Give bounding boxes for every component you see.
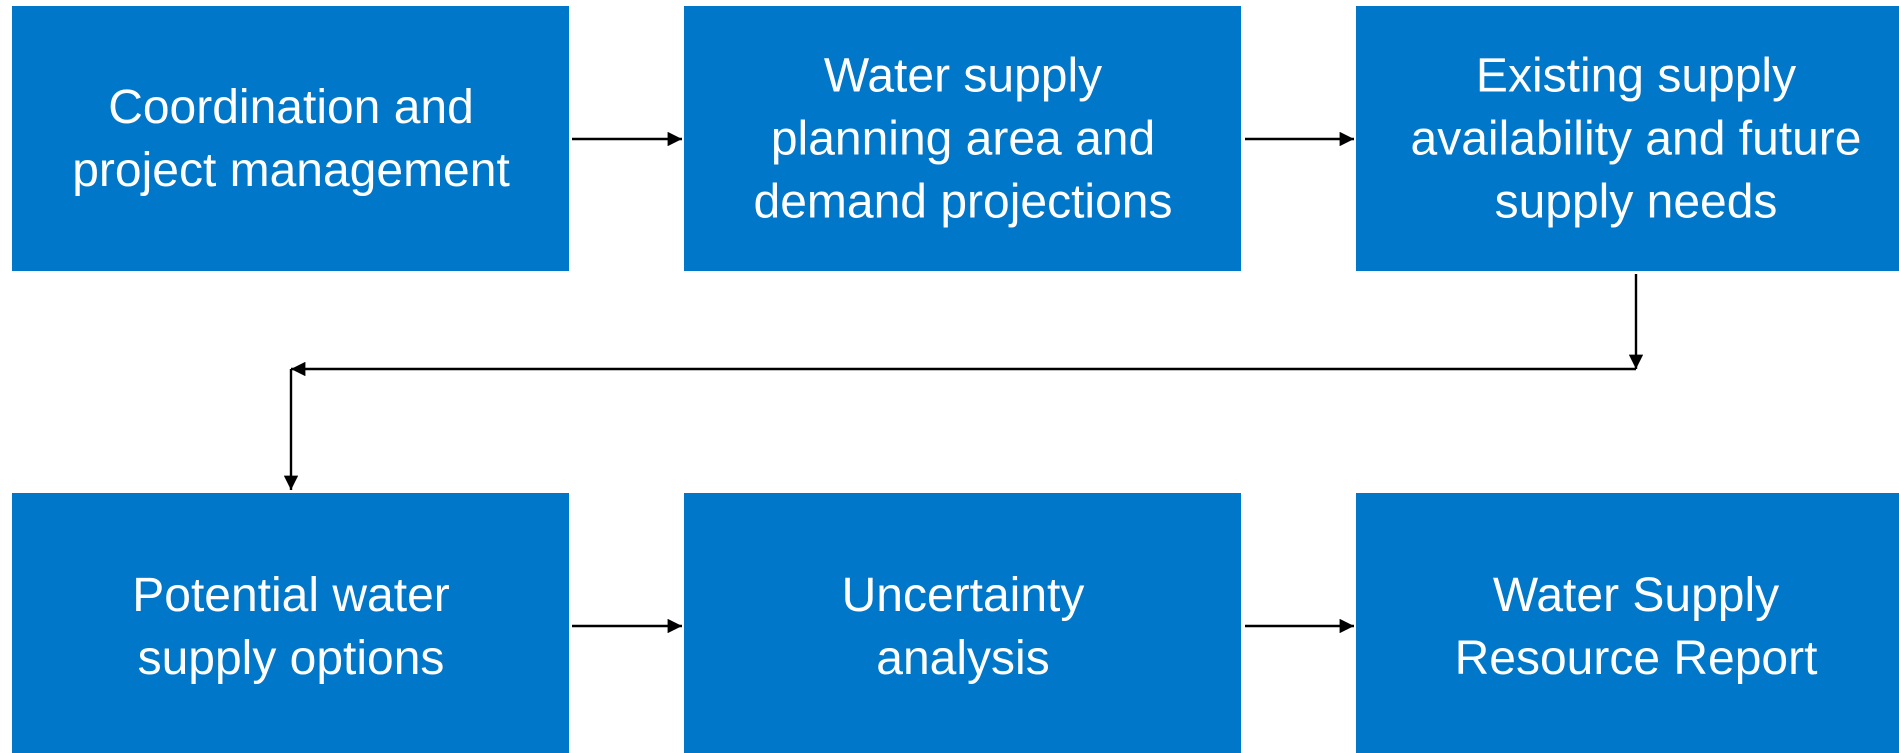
- box-label: availability and future: [1411, 113, 1862, 166]
- box-label: planning area and: [771, 113, 1155, 166]
- box-label: Water supply: [824, 50, 1102, 103]
- process-box: Existing supply availability and future su…: [1356, 6, 1899, 271]
- box-label: Uncertainty: [842, 569, 1085, 622]
- box-label: supply needs: [1495, 176, 1778, 229]
- box-label: project management: [72, 144, 510, 197]
- box: [12, 493, 569, 753]
- box: [1356, 493, 1899, 753]
- process-box: Coordination and project management: [12, 6, 569, 271]
- box: [1356, 6, 1899, 271]
- process-box: Potential water supply options: [12, 493, 569, 753]
- process-box: Water supply planning area and demand proj…: [684, 6, 1241, 271]
- box-label: Resource Report: [1455, 632, 1818, 685]
- box-label: demand projections: [754, 176, 1173, 229]
- box-label: analysis: [876, 632, 1049, 685]
- box: [684, 6, 1241, 271]
- process-box: Water Supply Resource Report: [1356, 493, 1899, 753]
- box-label: Coordination and: [108, 81, 474, 134]
- box: [684, 493, 1241, 753]
- box-label: Potential water: [132, 569, 450, 622]
- box-label: Existing supply: [1476, 50, 1796, 103]
- box: [12, 6, 569, 271]
- box-label: supply options: [138, 632, 445, 685]
- box-label: Water Supply: [1493, 569, 1779, 622]
- process-box: Uncertainty analysis: [684, 493, 1241, 753]
